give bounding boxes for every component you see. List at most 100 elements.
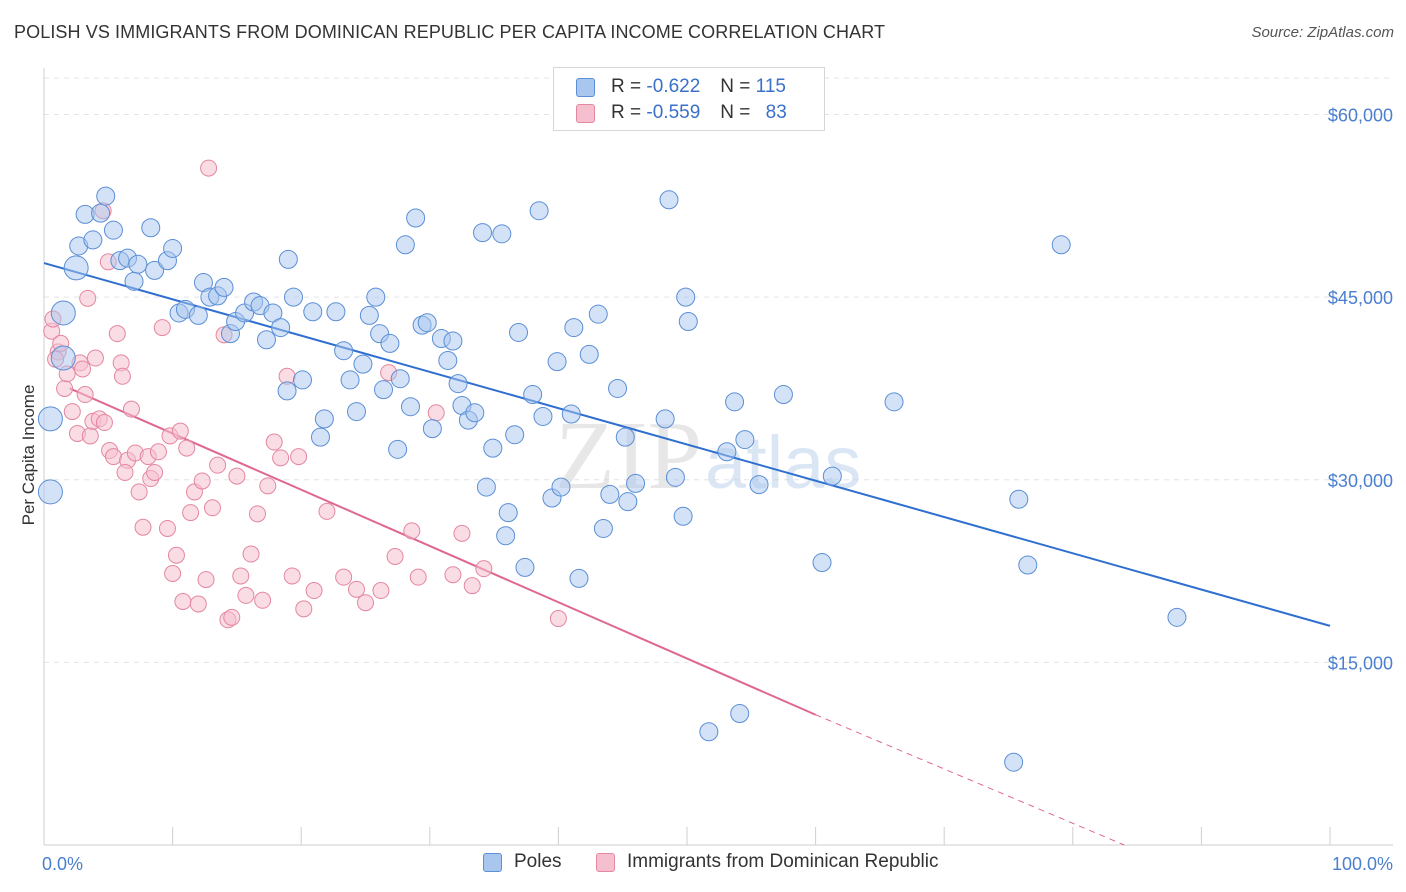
data-point-poles <box>91 203 111 223</box>
data-point-poles <box>615 427 635 447</box>
data-point-dominican <box>357 594 374 612</box>
data-point-dominican <box>318 502 336 520</box>
data-point-poles <box>505 425 525 445</box>
legend-n-label: N = <box>720 76 751 97</box>
data-point-poles <box>773 385 793 405</box>
data-point-dominican <box>265 433 283 451</box>
data-point-dominican <box>475 560 493 578</box>
data-point-poles <box>124 271 144 291</box>
data-point-poles <box>278 249 298 269</box>
data-point-poles <box>561 404 581 424</box>
data-point-dominican <box>386 547 404 565</box>
trend-line-poles <box>43 262 1331 627</box>
data-point-dominican <box>200 159 218 177</box>
data-point-poles <box>676 287 696 307</box>
data-point-poles <box>406 208 426 228</box>
data-point-poles <box>1167 607 1187 627</box>
data-point-poles <box>374 380 394 400</box>
data-point-poles <box>547 352 567 372</box>
data-point-dominican <box>116 463 134 481</box>
data-point-dominican <box>242 545 260 563</box>
data-point-dominican <box>164 565 182 583</box>
trend-line-dominican-extension <box>815 714 1125 846</box>
bottom-legend-poles[interactable]: Poles <box>483 851 562 873</box>
data-point-dominican <box>283 567 301 585</box>
data-point-poles <box>476 477 496 497</box>
data-point-dominican <box>95 414 113 432</box>
data-point-poles <box>303 302 323 322</box>
data-point-dominican <box>228 467 246 485</box>
data-point-dominican <box>549 610 567 628</box>
data-point-poles <box>83 230 103 250</box>
data-point-poles <box>593 518 613 538</box>
data-point-poles <box>141 218 161 238</box>
data-point-dominican <box>174 593 192 611</box>
data-point-poles <box>283 287 303 307</box>
bottom-legend-label-dominican: Immigrants from Dominican Republic <box>627 851 939 872</box>
data-point-poles <box>37 406 63 432</box>
data-point-poles <box>380 333 400 353</box>
data-point-poles <box>579 344 599 364</box>
data-point-poles <box>626 473 646 493</box>
data-point-dominican <box>104 448 122 466</box>
data-point-poles <box>443 331 463 351</box>
data-point-poles <box>422 419 442 439</box>
legend-r-value: -0.622 <box>646 76 701 97</box>
data-point-poles <box>263 303 283 323</box>
data-point-poles <box>37 479 63 505</box>
legend-n-value: 115 <box>755 76 786 97</box>
data-point-dominican <box>463 577 481 595</box>
data-point-poles <box>390 369 410 389</box>
data-point-poles <box>523 385 543 405</box>
data-point-dominican <box>134 518 152 536</box>
x-tick-label: 100.0% <box>1332 854 1393 874</box>
data-point-dominican <box>113 367 131 385</box>
bottom-legend: Poles Immigrants from Dominican Republic <box>0 851 1406 879</box>
legend-row-poles: R = -0.622 N = 115 <box>576 74 786 100</box>
data-point-dominican <box>453 524 471 542</box>
data-point-dominican <box>372 582 390 600</box>
data-point-poles <box>145 260 165 280</box>
data-point-dominican <box>347 580 365 598</box>
data-point-poles <box>1018 555 1038 575</box>
axes <box>43 68 1393 846</box>
y-axis-label: Per Capita Income <box>19 385 38 526</box>
watermark-atlas: atlas <box>705 421 861 504</box>
data-point-dominican <box>193 472 211 490</box>
data-point-dominican <box>305 582 323 600</box>
data-point-dominican <box>63 403 81 421</box>
data-point-poles <box>353 354 373 374</box>
data-point-poles <box>1009 489 1029 509</box>
data-point-dominican <box>149 443 167 461</box>
data-point-poles <box>533 406 553 426</box>
data-point-poles <box>314 409 334 429</box>
legend-r-label: R = <box>611 76 642 97</box>
data-point-poles <box>359 305 379 325</box>
legend-row-dominican: R = -0.559 N = 83 <box>576 100 787 126</box>
data-point-poles <box>334 341 354 361</box>
data-point-dominican <box>158 519 176 537</box>
trend-lines <box>43 262 1331 846</box>
data-point-poles <box>1004 752 1024 772</box>
data-point-dominican <box>335 568 353 586</box>
data-point-dominican <box>232 567 250 585</box>
legend-n-label: N = <box>720 102 751 123</box>
bottom-legend-swatch-dominican <box>596 852 615 872</box>
data-point-dominican <box>108 325 126 343</box>
data-point-poles <box>600 484 620 504</box>
data-point-dominican <box>146 463 164 481</box>
data-point-poles <box>50 300 76 326</box>
data-point-dominican <box>182 504 200 522</box>
data-point-poles <box>50 345 76 371</box>
legend-r-value: -0.559 <box>646 102 701 123</box>
watermark-zip: ZIP <box>555 402 702 510</box>
data-point-dominican <box>254 591 272 609</box>
data-point-poles <box>103 220 123 240</box>
y-tick-label: $30,000 <box>1328 471 1393 491</box>
bottom-legend-dominican[interactable]: Immigrants from Dominican Republic <box>596 851 939 873</box>
watermark: ZIP atlas <box>555 402 861 510</box>
data-point-poles <box>551 477 571 497</box>
data-point-poles <box>496 526 516 546</box>
data-point-dominican <box>167 546 185 564</box>
legend-r-label: R = <box>611 102 642 123</box>
